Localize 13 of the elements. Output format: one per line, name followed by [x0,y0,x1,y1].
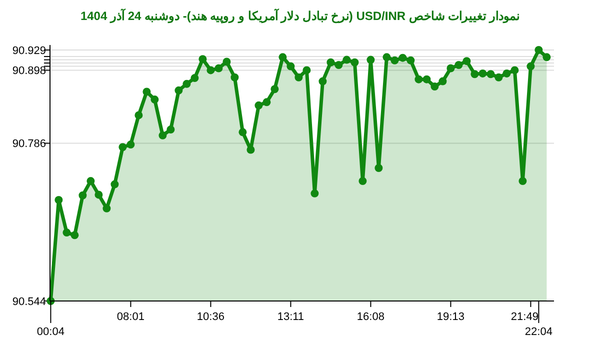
x-tick-label: 00:04 [36,326,64,338]
x-tick-label: 19:13 [436,311,464,323]
y-tick-label: 90.929 [12,45,46,57]
chart-title: نمودار تغییرات شاخص USD/INR (نرخ تبادل دلار آمریکا و روپیه هند)- دوشنبه 24 آذر 1404 [80,7,520,24]
x-tick-label: 10:36 [196,311,224,323]
x-tick-label: 21:49 [510,311,538,323]
y-tick-label: 90.544 [12,296,46,308]
x-tick-label: 22:04 [524,326,552,338]
x-tick-label: 16:08 [356,311,384,323]
y-tick-label: 90.786 [12,138,46,150]
x-tick-label: 13:11 [277,311,304,323]
x-tick-label: 08:01 [116,311,144,323]
y-tick-label: 90.898 [12,65,46,78]
